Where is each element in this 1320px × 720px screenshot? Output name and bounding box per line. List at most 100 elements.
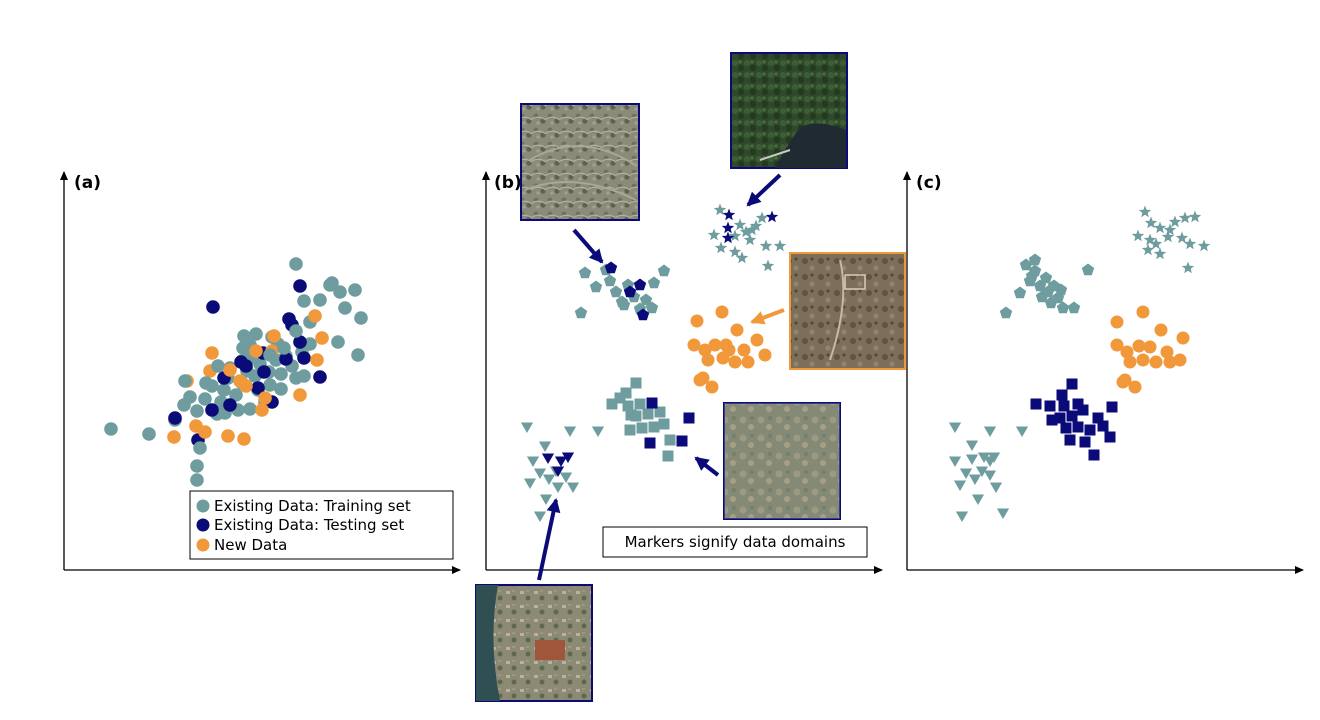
circle-marker-training [243,402,257,416]
circle-marker-new [189,419,203,433]
square-marker-training [634,398,646,410]
tri-marker-training [953,480,967,491]
arrow-to-triangle-cluster [537,498,561,581]
pentagon-marker-training [999,306,1013,319]
circle-marker-new [167,430,181,444]
square-marker-testing [676,435,688,447]
pentagon-marker-training [589,280,603,293]
tri-marker-training [566,482,580,493]
circle-marker-testing [297,351,311,365]
circle-marker-training [211,359,225,373]
tri-marker-training [987,452,1001,463]
circle-marker-training [263,348,277,362]
circle-marker-new [1123,355,1137,369]
circle-marker-new [267,329,281,343]
square-marker-testing [1092,412,1104,424]
star-marker-training [1143,233,1157,246]
circle-marker-new [1149,355,1163,369]
circle-marker-testing [205,403,219,417]
tri-marker-training [1015,426,1029,437]
circle-marker-training [348,283,362,297]
square-marker-testing [1046,414,1058,426]
star-marker-training [733,218,747,231]
panel-label-a: (a) [74,173,101,193]
circle-marker-training [249,327,263,341]
circle-marker-new [737,343,751,357]
circle-marker-new [715,305,729,319]
circle-marker-training [313,293,327,307]
star-marker-training [1138,205,1152,218]
circle-marker-training [325,276,339,290]
square-marker-training [614,392,626,404]
circle-marker-new [705,380,719,394]
legend-label-new: New Data [214,536,287,554]
circle-marker-new [223,363,237,377]
legend-swatch-training [196,499,210,513]
tri-marker-training [968,474,982,485]
pentagon-marker-training [639,293,653,306]
circle-marker-new [1116,375,1130,389]
star-marker-testing [765,210,779,223]
square-marker-testing [683,412,695,424]
circle-marker-new [708,338,722,352]
circle-marker-training [217,383,231,397]
star-marker-training [1175,231,1189,244]
star-marker-testing [722,208,736,221]
tri-marker-training [975,466,989,477]
legend-swatch-new [196,538,210,552]
star-marker-training [1178,211,1192,224]
circle-marker-testing [168,411,182,425]
tri-marker-testing [561,452,575,463]
tri-marker-training [948,422,962,433]
circle-marker-testing [251,381,265,395]
square-marker-training [658,418,670,430]
square-marker-testing [1064,434,1076,446]
star-marker-training [745,223,759,236]
arrow-to-circle-cluster [750,308,785,325]
tri-marker-training [542,474,556,485]
circle-marker-new [255,403,269,417]
tri-marker-training [948,456,962,467]
circle-marker-training [104,422,118,436]
star-marker-training [714,241,728,254]
tri-marker-training [971,494,985,505]
star-marker-training [739,225,753,238]
pentagon-marker-training [1028,264,1042,277]
square-marker-testing [1066,410,1078,422]
square-marker-testing [1060,422,1072,434]
tri-marker-training [989,482,1003,493]
tri-marker-training [996,508,1010,519]
tri-marker-testing [554,456,568,467]
square-marker-testing [1104,431,1116,443]
tri-marker-training [538,441,552,452]
tri-marker-training [520,422,534,433]
scatter-panel-c [948,205,1211,522]
circle-marker-new [1163,355,1177,369]
circle-marker-new [730,323,744,337]
circle-marker-training [198,392,212,406]
square-marker-testing [1088,449,1100,461]
star-marker-training [735,251,749,264]
pentagon-marker-training [645,301,659,314]
pentagon-marker-training [1023,274,1037,287]
legend: Existing Data: Training set Existing Dat… [189,490,454,560]
star-marker-training [1181,261,1195,274]
circle-marker-new [258,391,272,405]
circle-marker-new [701,353,715,367]
circle-marker-training [338,301,352,315]
circle-marker-training [351,348,365,362]
pentagon-marker-training [1044,296,1058,309]
circle-marker-new [1154,323,1168,337]
thumbnail-coastal-town [475,584,593,702]
legend-label-testing: Existing Data: Testing set [214,516,404,534]
circle-marker-new [249,344,263,358]
circle-marker-new [728,355,742,369]
tri-marker-training [533,511,547,522]
arrow-to-square-cluster [694,456,720,477]
circle-marker-testing [257,365,271,379]
circle-marker-training [178,374,192,388]
square-marker-training [620,387,632,399]
square-marker-testing [1079,436,1091,448]
circle-marker-new [690,314,704,328]
circle-marker-training [199,376,213,390]
